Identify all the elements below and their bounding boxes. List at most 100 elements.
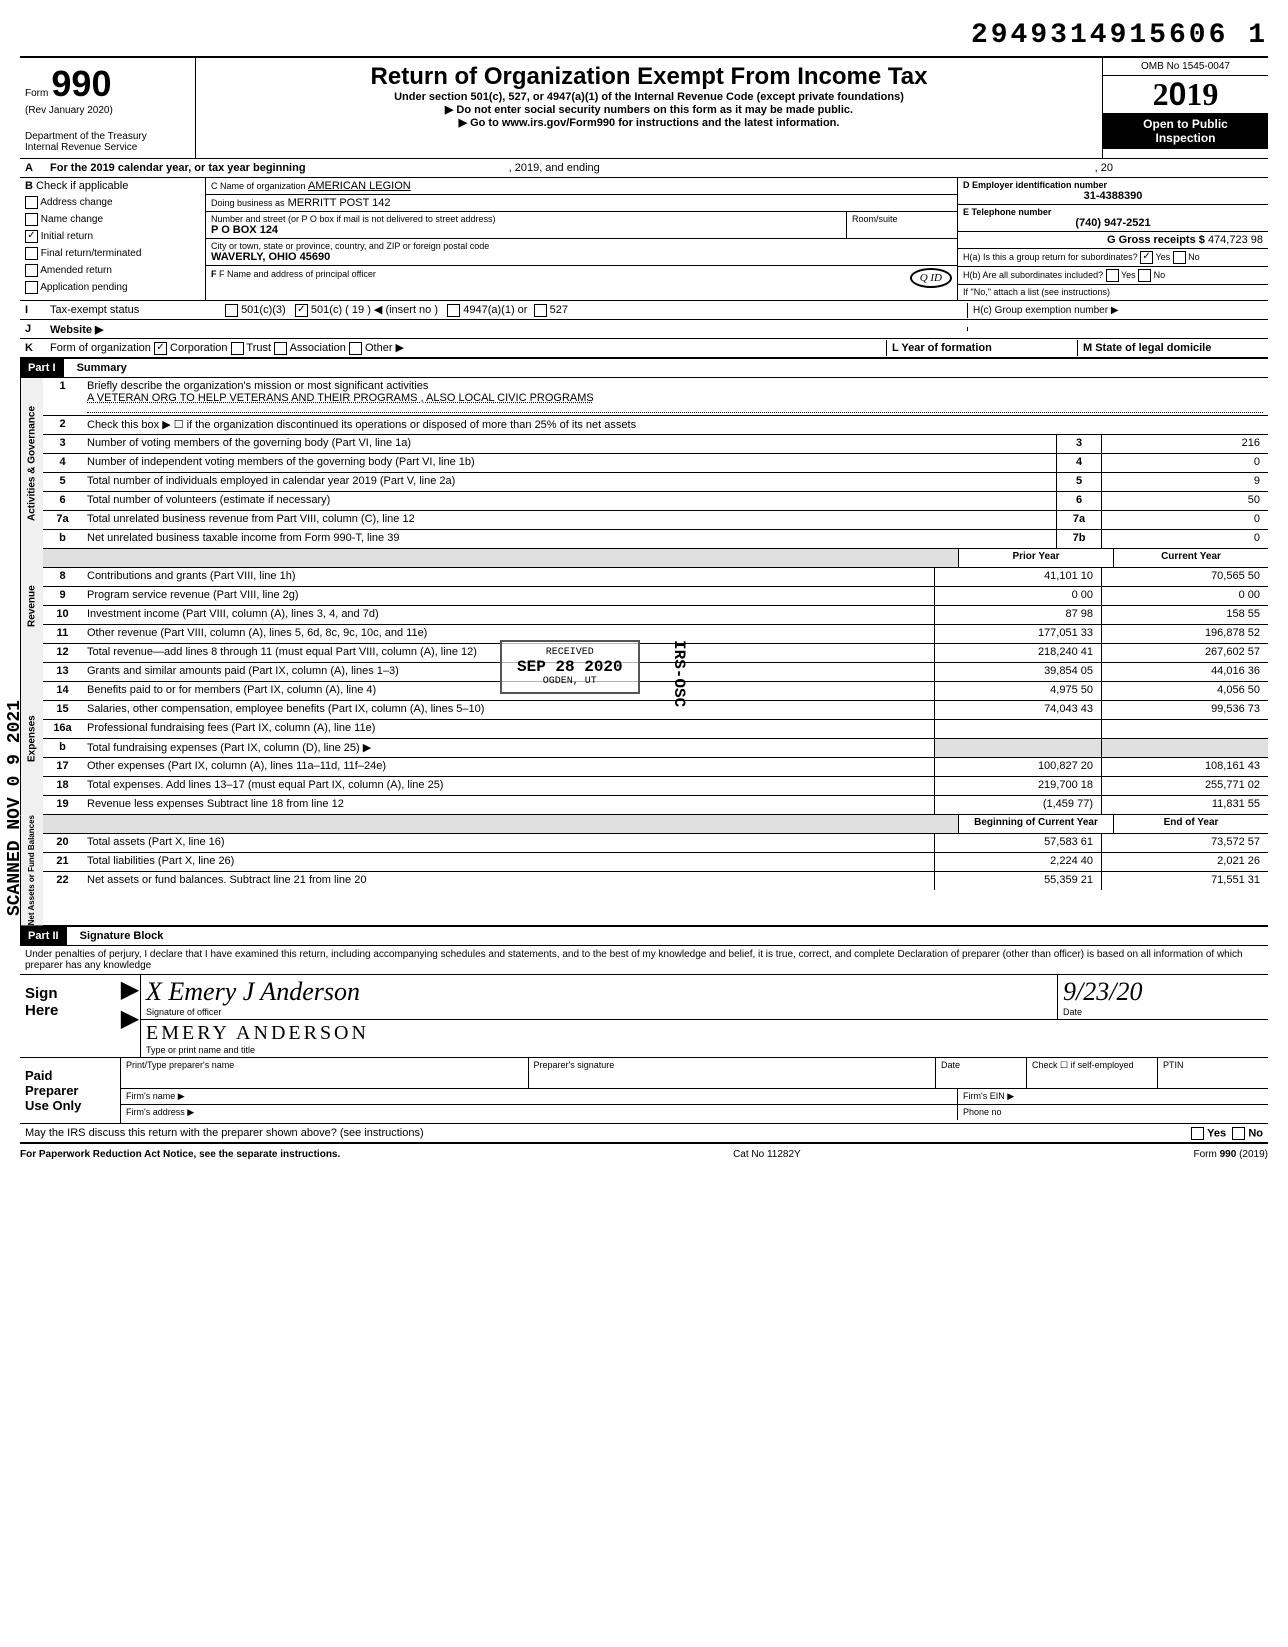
self-emp-label: Check ☐ if self-employed [1026, 1058, 1157, 1088]
cb-pending[interactable] [25, 281, 38, 294]
part1-header: Part I [20, 359, 64, 377]
footer-right: Form 990 (2019) [1194, 1149, 1268, 1160]
line7a-val: 0 [1101, 511, 1268, 529]
line7b-val: 0 [1101, 530, 1268, 548]
m-label: M State of legal domicile [1083, 342, 1211, 354]
firm-addr-label: Firm's address ▶ [121, 1105, 957, 1120]
line20-begin: 57,583 61 [934, 834, 1101, 852]
line8-curr: 70,565 50 [1101, 568, 1268, 586]
hc-label: H(c) Group exemption number ▶ [967, 303, 1268, 318]
footer-left: For Paperwork Reduction Act Notice, see … [20, 1149, 340, 1160]
hb-label: H(b) Are all subordinates included? [963, 270, 1103, 280]
line22-end: 71,551 31 [1101, 872, 1268, 890]
f-label: F Name and address of principal officer [219, 269, 376, 279]
sign-here-label: SignHere [20, 975, 120, 1057]
cb-name[interactable] [25, 213, 38, 226]
cb-trust[interactable] [231, 342, 244, 355]
opt-name: Name change [41, 214, 103, 225]
col-begin: Beginning of Current Year [958, 815, 1113, 833]
room-label: Room/suite [846, 212, 957, 238]
line20-end: 73,572 57 [1101, 834, 1268, 852]
form-dept: Department of the Treasury [25, 131, 190, 142]
cb-501c3[interactable] [225, 304, 238, 317]
form-title: Return of Organization Exempt From Incom… [201, 63, 1097, 91]
firm-ein-label: Firm's EIN ▶ [957, 1089, 1268, 1104]
row-a: A For the 2019 calendar year, or tax yea… [20, 159, 1268, 178]
cb-address[interactable] [25, 196, 38, 209]
initials-oval: Q ID [910, 268, 952, 288]
phone-label: Phone no [957, 1105, 1268, 1120]
cb-4947[interactable] [447, 304, 460, 317]
opt-pending: Application pending [40, 282, 127, 293]
form-word: Form [25, 88, 48, 99]
cb-final[interactable] [25, 247, 38, 260]
sign-date: 9/23/20 [1063, 977, 1263, 1007]
org-name: AMERICAN LEGION [308, 180, 411, 192]
line22-begin: 55,359 21 [934, 872, 1101, 890]
line19-desc: Revenue less expenses Subtract line 18 f… [82, 796, 934, 814]
header-center: Return of Organization Exempt From Incom… [196, 58, 1102, 158]
cb-ha-no[interactable] [1173, 251, 1186, 264]
cb-discuss-no[interactable] [1232, 1127, 1245, 1140]
d-label: D Employer identification number [963, 180, 1107, 190]
sig-label: Signature of officer [146, 1007, 1052, 1017]
line3-val: 216 [1101, 435, 1268, 453]
line7b-desc: Net unrelated business taxable income fr… [82, 530, 1056, 548]
c-label: C Name of organization [211, 181, 306, 191]
cb-hb-yes[interactable] [1106, 269, 1119, 282]
received-stamp: RECEIVED SEP 28 2020 OGDEN, UT [500, 640, 640, 694]
line4-val: 0 [1101, 454, 1268, 472]
line21-begin: 2,224 40 [934, 853, 1101, 871]
line17-prior: 100,827 20 [934, 758, 1101, 776]
line10-prior: 87 98 [934, 606, 1101, 624]
line10-desc: Investment income (Part VIII, column (A)… [82, 606, 934, 624]
name-label: Type or print name and title [146, 1045, 1263, 1055]
cb-initial[interactable]: ✓ [25, 230, 38, 243]
line5-desc: Total number of individuals employed in … [82, 473, 1056, 491]
prep-sig-label: Preparer's signature [528, 1058, 936, 1088]
g-label: G Gross receipts $ [1107, 234, 1205, 246]
e-label: E Telephone number [963, 207, 1051, 217]
insert-no: 19 [352, 304, 364, 316]
line11-curr: 196,878 52 [1101, 625, 1268, 643]
city-label: City or town, state or province, country… [211, 241, 952, 251]
rev-label: Revenue [20, 549, 43, 663]
part2-title: Signature Block [70, 930, 164, 942]
col-curr: Current Year [1113, 549, 1268, 567]
line18-curr: 255,771 02 [1101, 777, 1268, 795]
line18-desc: Total expenses. Add lines 13–17 (must eq… [82, 777, 934, 795]
form-rev: (Rev January 2020) [25, 105, 190, 116]
year-end: , 20 [1095, 162, 1113, 174]
footer-mid: Cat No 11282Y [733, 1149, 801, 1160]
line9-desc: Program service revenue (Part VIII, line… [82, 587, 934, 605]
cb-ha-yes[interactable]: ✓ [1140, 251, 1153, 264]
line4-desc: Number of independent voting members of … [82, 454, 1056, 472]
form-irs: Internal Revenue Service [25, 142, 190, 153]
tax-year: 2019 [1103, 76, 1268, 113]
cb-527[interactable] [534, 304, 547, 317]
check-applicable: Check if applicable [36, 180, 128, 192]
line19-curr: 11,831 55 [1101, 796, 1268, 814]
cb-discuss-yes[interactable] [1191, 1127, 1204, 1140]
prep-name-label: Print/Type preparer's name [121, 1058, 528, 1088]
mission-text: A VETERAN ORG TO HELP VETERANS AND THEIR… [87, 392, 594, 404]
opt-initial: Initial return [41, 231, 93, 242]
cb-amended[interactable] [25, 264, 38, 277]
cb-corp[interactable]: ✓ [154, 342, 167, 355]
firm-name-label: Firm's name ▶ [121, 1089, 957, 1104]
footer: For Paperwork Reduction Act Notice, see … [20, 1144, 1268, 1160]
line17-desc: Other expenses (Part IX, column (A), lin… [82, 758, 934, 776]
open-public: Open to PublicInspection [1103, 113, 1268, 149]
city-value: WAVERLY, OHIO 45690 [211, 251, 952, 263]
cb-501c[interactable]: ✓ [295, 304, 308, 317]
line22-desc: Net assets or fund balances. Subtract li… [82, 872, 934, 890]
line2-num: 2 [43, 416, 82, 434]
cb-hb-no[interactable] [1138, 269, 1151, 282]
line7a-desc: Total unrelated business revenue from Pa… [82, 511, 1056, 529]
line1-desc: Briefly describe the organization's miss… [87, 380, 428, 392]
prep-date-label: Date [935, 1058, 1026, 1088]
line2-desc: Check this box ▶ ☐ if the organization d… [82, 416, 1268, 434]
ha-label: H(a) Is this a group return for subordin… [963, 252, 1138, 262]
cb-other[interactable] [349, 342, 362, 355]
cb-assoc[interactable] [274, 342, 287, 355]
